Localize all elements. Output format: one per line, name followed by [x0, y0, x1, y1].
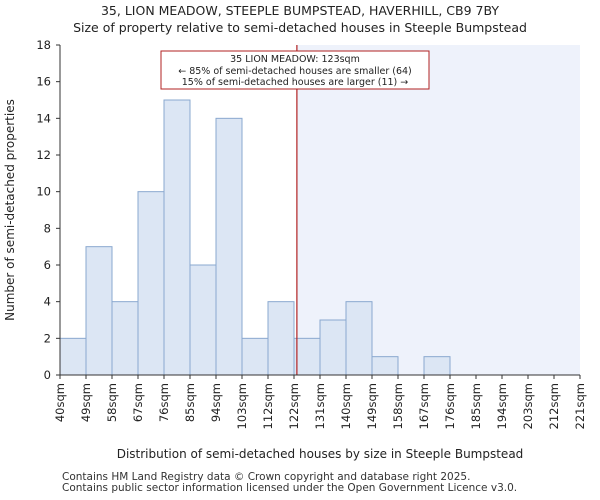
x-tick-label: 221sqm [573, 383, 587, 429]
histogram-chart: 0 2 4 6 8 10 12 14 16 18 40sqm 49sqm 58sqm 67sqm 76sqm… [3, 38, 587, 461]
bar [215, 117, 243, 376]
annotation-line-1: 35 LION MEADOW: 123sqm [230, 54, 360, 65]
x-tick-label: 112sqm [261, 383, 275, 429]
y-tick-label: 16 [36, 75, 51, 89]
bar [189, 264, 217, 376]
y-tick-label: 0 [44, 368, 51, 382]
x-tick-label: 76sqm [157, 383, 171, 422]
x-tick-label: 122sqm [287, 383, 301, 429]
annotation-line-2: ← 85% of semi-detached houses are smalle… [178, 66, 412, 77]
y-tick-label: 2 [44, 331, 51, 345]
bar [267, 301, 295, 376]
footer-copyright: Contains HM Land Registry data © Crown c… [62, 471, 471, 483]
x-axis-title: Distribution of semi-detached houses by … [117, 447, 524, 461]
x-tick-label: 176sqm [443, 383, 457, 429]
chart-title-block: 35, LION MEADOW, STEEPLE BUMPSTEAD, HAVE… [0, 2, 600, 36]
annotation-line-3: 15% of semi-detached houses are larger (… [182, 77, 409, 88]
x-tick-label: 49sqm [79, 383, 93, 422]
y-tick-label: 14 [36, 111, 51, 125]
x-tick-label: 158sqm [391, 383, 405, 429]
x-tick-label: 94sqm [209, 383, 223, 422]
chart-title-address: 35, LION MEADOW, STEEPLE BUMPSTEAD, HAVE… [100, 3, 499, 18]
chart-title: Size of property relative to semi-detach… [73, 20, 527, 35]
bars [59, 99, 451, 376]
x-tick-label: 203sqm [521, 383, 535, 429]
bar [293, 337, 321, 376]
x-tick-label: 194sqm [495, 383, 509, 429]
footer-licence: Contains public sector information licen… [62, 482, 518, 494]
x-tick-label: 131sqm [313, 383, 327, 429]
annotation-frame [160, 50, 430, 90]
y-tick-label: 8 [44, 221, 51, 235]
x-tick-label: 140sqm [339, 383, 353, 429]
x-tick-label: 149sqm [365, 383, 379, 429]
y-tick-label: 12 [36, 148, 51, 162]
x-tick-label: 40sqm [53, 383, 67, 422]
y-tick-label: 18 [36, 38, 51, 52]
bar [59, 337, 87, 376]
x-tick-label: 58sqm [105, 383, 119, 422]
footer-attribution: Contains HM Land Registry data © Crown c… [62, 472, 517, 494]
y-axis-title: Number of semi-detached properties [3, 99, 17, 321]
x-tick-label: 103sqm [235, 383, 249, 429]
axes: 0 2 4 6 8 10 12 14 16 18 40sqm 49sqm 58sqm 67sqm 76sqm… [36, 38, 587, 429]
bar [319, 319, 347, 376]
bar [423, 356, 451, 376]
bar [345, 301, 373, 376]
x-tick-label: 185sqm [469, 383, 483, 429]
x-tick-label: 67sqm [131, 383, 145, 422]
y-tick-label: 10 [36, 185, 51, 199]
y-tick-label: 4 [44, 295, 51, 309]
y-tick-label: 6 [44, 258, 51, 272]
x-tick-label: 85sqm [183, 383, 197, 422]
annotation-box: 35 LION MEADOW: 123sqm ← 85% of semi-det… [160, 50, 430, 90]
x-tick-label: 212sqm [547, 383, 561, 429]
bar [137, 191, 165, 376]
bar [111, 301, 139, 376]
x-tick-label: 167sqm [417, 383, 431, 429]
bar [85, 246, 113, 376]
bar [371, 356, 399, 376]
bar [241, 337, 269, 376]
bar [163, 99, 191, 376]
